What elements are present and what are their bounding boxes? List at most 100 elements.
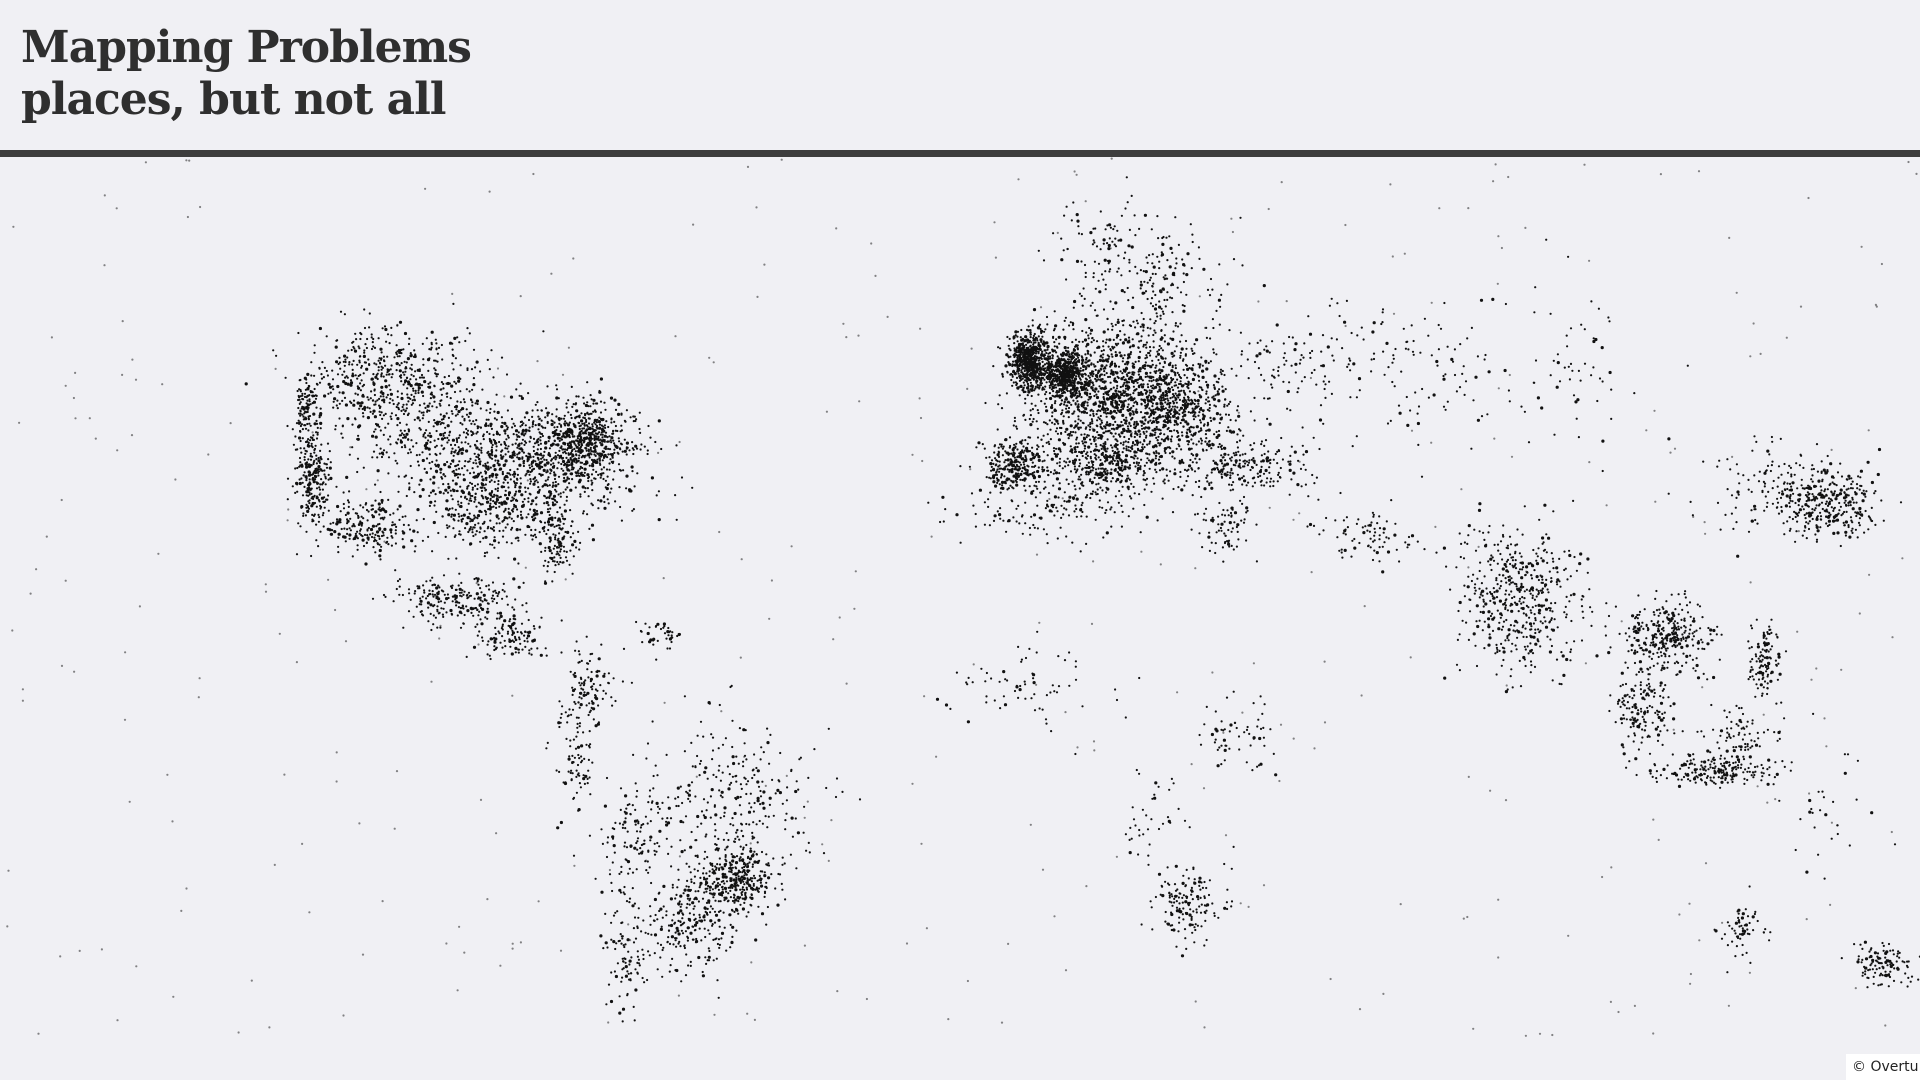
place-point	[433, 385, 436, 388]
place-point	[468, 594, 472, 597]
place-point	[465, 605, 468, 608]
place-point	[588, 711, 591, 714]
place-point	[452, 527, 455, 530]
place-point	[425, 337, 428, 340]
place-point	[398, 350, 402, 355]
place-point	[564, 448, 567, 451]
place-point	[624, 817, 627, 820]
place-point	[610, 418, 613, 421]
place-point	[568, 453, 571, 456]
place-point	[400, 380, 403, 383]
place-point	[736, 835, 739, 838]
place-point	[479, 606, 483, 610]
place-point	[481, 600, 484, 603]
place-point	[447, 416, 450, 419]
place-point	[389, 528, 392, 531]
place-point	[601, 436, 604, 439]
place-point	[720, 937, 723, 940]
place-point	[742, 869, 746, 873]
place-point	[527, 618, 530, 622]
place-point	[541, 426, 545, 429]
place-point	[632, 941, 636, 944]
place-point	[753, 773, 756, 777]
place-point	[467, 484, 470, 487]
place-point	[573, 671, 577, 675]
place-point	[454, 595, 458, 599]
place-point	[686, 935, 689, 938]
place-point	[576, 437, 580, 440]
place-point	[320, 377, 324, 380]
place-point	[556, 511, 559, 514]
place-point	[736, 884, 739, 887]
place-point	[504, 526, 507, 529]
place-point	[623, 945, 626, 949]
place-point	[614, 408, 618, 411]
place-point	[581, 759, 584, 762]
place-point	[489, 512, 492, 515]
place-point	[649, 923, 652, 926]
place-point	[587, 433, 590, 436]
place-point	[760, 884, 764, 888]
place-point	[380, 351, 383, 354]
place-point	[752, 821, 755, 824]
place-point	[543, 483, 547, 487]
place-point	[604, 431, 608, 434]
place-point	[577, 449, 581, 453]
place-point	[344, 360, 347, 364]
place-point	[388, 342, 391, 345]
place-point	[426, 601, 430, 605]
place-point	[462, 593, 465, 596]
place-point	[619, 933, 622, 936]
place-point	[578, 774, 581, 777]
place-point	[442, 492, 445, 495]
place-point	[602, 689, 605, 693]
place-point	[1112, 386, 1115, 389]
place-point	[489, 425, 492, 428]
place-point	[702, 872, 705, 875]
place-point	[729, 896, 733, 899]
place-point	[575, 791, 579, 794]
world-places-map[interactable]: © Overtu	[0, 157, 1920, 1080]
place-point	[323, 366, 326, 369]
place-point	[365, 367, 369, 371]
place-point	[379, 413, 382, 417]
place-point	[337, 536, 340, 539]
place-point	[703, 815, 707, 820]
place-point	[649, 839, 652, 842]
place-point	[401, 538, 404, 541]
place-point	[751, 776, 754, 780]
place-point	[446, 460, 449, 464]
place-point	[586, 777, 589, 781]
place-point	[429, 467, 432, 470]
place-point	[387, 373, 391, 376]
place-point	[357, 514, 360, 517]
place-point	[647, 849, 650, 852]
place-point	[506, 476, 509, 479]
place-point	[670, 636, 673, 639]
place-point	[685, 790, 688, 793]
place-point	[350, 348, 353, 352]
place-point	[505, 595, 508, 598]
place-point	[585, 429, 588, 432]
place-point	[409, 464, 412, 468]
place-point	[566, 721, 569, 724]
place-point	[528, 426, 531, 429]
map-canvas[interactable]	[0, 157, 1920, 1080]
place-point	[531, 639, 535, 643]
place-point	[693, 882, 696, 885]
place-point	[492, 500, 495, 503]
place-point	[432, 614, 435, 617]
place-point	[299, 482, 302, 485]
place-point	[621, 1020, 624, 1023]
place-point	[493, 539, 497, 543]
place-point	[1207, 396, 1210, 399]
place-point	[464, 441, 467, 444]
place-point	[413, 550, 416, 553]
place-point	[431, 590, 434, 593]
place-point	[756, 796, 760, 800]
place-point	[707, 899, 711, 903]
place-point	[442, 615, 445, 618]
place-point	[491, 581, 495, 584]
place-point	[717, 996, 720, 999]
place-point	[378, 513, 381, 516]
